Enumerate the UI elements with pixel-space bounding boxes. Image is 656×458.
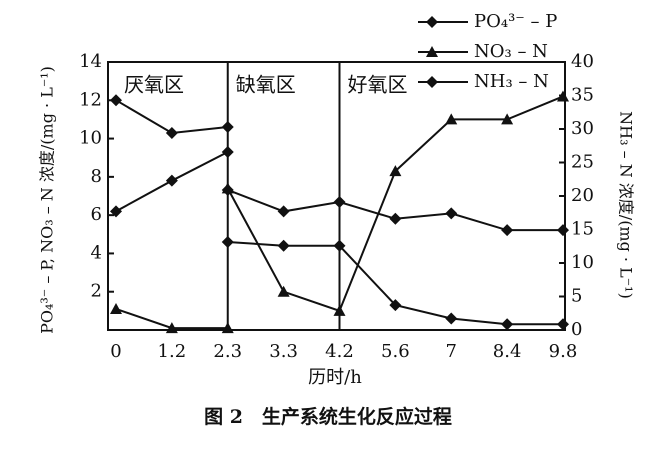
point (277, 239, 290, 252)
point (165, 127, 178, 140)
plot-frame (107, 61, 566, 331)
y-axis-label: PO₄³⁻ – P, NO₃ – N 浓度/(mg · L⁻¹) (38, 66, 57, 334)
point (389, 165, 402, 177)
point (221, 145, 234, 158)
point (221, 120, 234, 133)
y2-axis-label: NH₃ – N 浓度/(mg · L⁻¹) (617, 111, 636, 299)
point (110, 94, 122, 107)
zone-label: 好氧区 (348, 73, 408, 97)
x-tick-label: 5.6 (381, 341, 410, 362)
y-tick-label: 14 (79, 51, 102, 72)
x-tick-label: 8.4 (493, 341, 522, 362)
y2-tick-label: 40 (571, 51, 594, 72)
point (501, 113, 514, 125)
x-tick-label: 7 (446, 341, 457, 362)
y2-tick-label: 20 (571, 185, 594, 206)
zone-label: 缺氧区 (236, 73, 296, 97)
point (426, 76, 438, 88)
point (110, 205, 122, 218)
y-tick-label: 2 (91, 281, 102, 302)
point (221, 322, 234, 334)
x-tick-label: 1.2 (158, 341, 187, 362)
point (333, 196, 346, 209)
point (333, 239, 346, 252)
y2-tick-label: 10 (571, 252, 594, 273)
y2-tick-label: 25 (571, 152, 594, 173)
caption: 图 2 生产系统生化反应过程 (204, 405, 452, 428)
legend-label: NO₃ – N (474, 41, 548, 62)
y2-tick-label: 0 (571, 319, 582, 340)
point (426, 46, 438, 57)
point (557, 318, 569, 331)
point (221, 235, 234, 248)
point (389, 212, 402, 225)
series-line (226, 95, 564, 313)
y2-tick-label: 35 (571, 85, 594, 106)
point (165, 322, 178, 334)
point (277, 205, 290, 218)
point (221, 183, 234, 196)
y-tick-label: 12 (79, 89, 102, 110)
legend-label: PO₄³⁻ – P (474, 11, 557, 32)
x-tick-label: 4.2 (325, 341, 354, 362)
x-tick-label: 2.3 (213, 341, 242, 362)
zone-label: 厌氧区 (124, 73, 184, 97)
x-tick-label: 0 (110, 341, 121, 362)
x-tick-label: 3.3 (269, 341, 298, 362)
point (165, 174, 178, 187)
x-axis-label: 历时/h (308, 367, 362, 388)
point (389, 299, 402, 312)
legend-label: NH₃ – N (474, 71, 549, 92)
point (557, 224, 569, 237)
x-tick-label: 9.8 (549, 341, 578, 362)
point (445, 113, 458, 125)
point (501, 224, 514, 237)
y-tick-label: 8 (91, 166, 102, 187)
y2-tick-label: 5 (571, 286, 582, 307)
point (426, 16, 438, 28)
y2-tick-label: 15 (571, 219, 594, 240)
y-tick-label: 4 (91, 242, 102, 263)
point (445, 207, 458, 220)
point (333, 304, 346, 316)
y-tick-label: 10 (79, 128, 102, 149)
y-tick-label: 6 (91, 204, 102, 225)
point (445, 312, 458, 325)
point (110, 302, 122, 314)
point (501, 318, 514, 331)
point (277, 285, 290, 297)
y2-tick-label: 30 (571, 118, 594, 139)
point (557, 90, 569, 102)
